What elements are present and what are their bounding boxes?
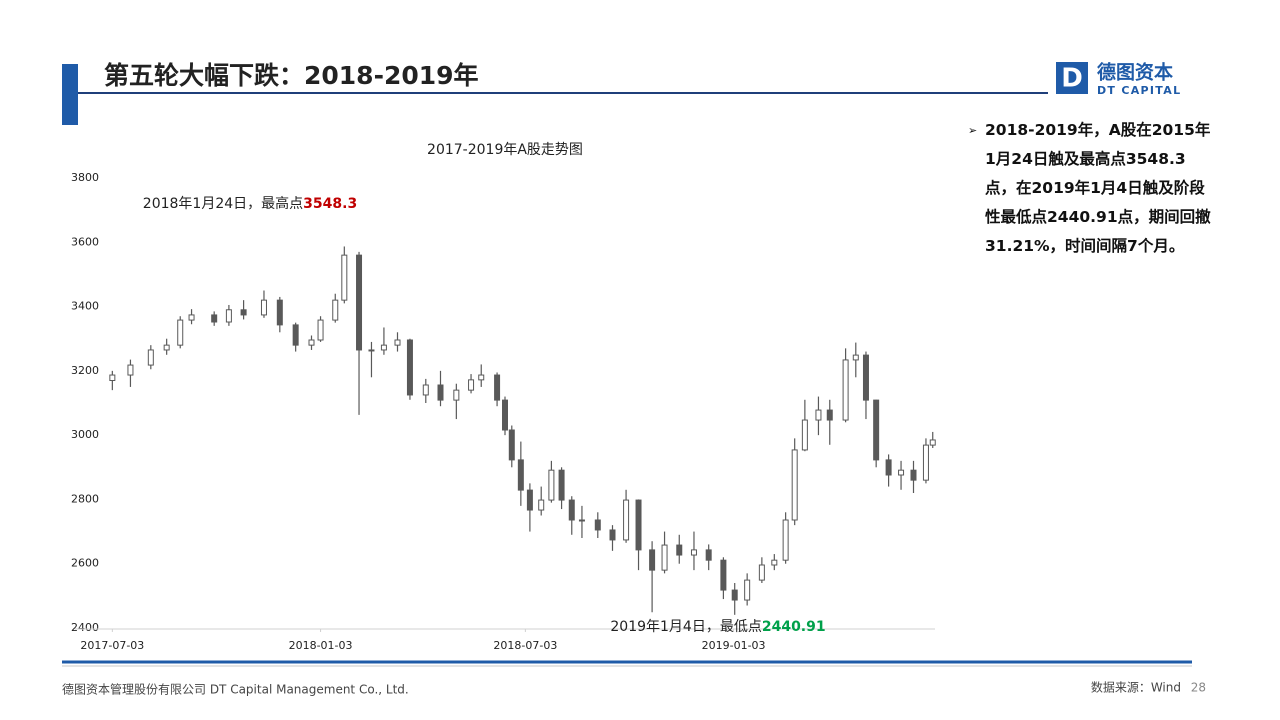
candle-body (240, 309, 247, 316)
annotation-value: 2440.91 (762, 619, 826, 635)
candle-body (406, 339, 413, 396)
candle-body (744, 579, 751, 601)
candle-body (791, 449, 798, 521)
y-tick-label: 2800 (71, 492, 99, 505)
candle-body (862, 354, 869, 401)
y-tick-label: 3600 (71, 235, 99, 248)
candle-body (437, 384, 444, 401)
candle-body (225, 309, 232, 323)
candle-body (558, 469, 565, 501)
candle-body (815, 409, 822, 421)
candle-body (929, 439, 936, 446)
x-tick-label: 2018-07-03 (493, 639, 557, 652)
y-tick-label: 3800 (71, 171, 99, 184)
candle-body (538, 499, 545, 511)
candle-body (188, 314, 195, 321)
footer-source: 数据来源：Wind (1091, 680, 1181, 695)
candle-body (394, 339, 401, 346)
candle-body (594, 519, 601, 531)
logo-en: DT CAPITAL (1097, 84, 1181, 97)
candle-body (826, 409, 833, 421)
candle-body (676, 544, 683, 556)
candle-body (568, 499, 575, 521)
annotation-text: 2019年1月4日，最低点 (610, 619, 761, 635)
title-accent (62, 64, 78, 125)
candle-body (380, 344, 387, 351)
candle-body (758, 564, 765, 581)
candle-body (649, 549, 656, 571)
x-tick-label: 2017-07-03 (80, 639, 144, 652)
annotation: 2018年1月24日，最高点3548.3 (143, 195, 357, 212)
bullet-text: 2018-2019年，A股在2015年1月24日触及最高点3548.3点，在20… (968, 116, 1213, 261)
annotation: 2019年1月4日，最低点2440.91 (610, 619, 825, 635)
candle-body (356, 254, 363, 351)
candle-body (910, 469, 917, 481)
candle-body (109, 374, 116, 381)
annotation-value: 3548.3 (303, 196, 357, 212)
candle-body (317, 319, 324, 341)
candle-body (609, 529, 616, 541)
candle-body (260, 299, 267, 316)
candle-body (705, 549, 712, 561)
candle-body (771, 559, 778, 566)
candle-body (368, 349, 375, 352)
candle-body (885, 459, 892, 476)
y-tick-label: 3000 (71, 428, 99, 441)
slide-title: 第五轮大幅下跌：2018-2019年 (104, 61, 479, 90)
y-tick-label: 2400 (71, 621, 99, 634)
x-tick-label: 2018-01-03 (289, 639, 353, 652)
candle-body (453, 389, 460, 401)
candle-body (422, 384, 429, 396)
candle-body (623, 499, 630, 541)
y-tick-label: 2600 (71, 557, 99, 570)
candle-body (801, 419, 808, 451)
chart-title: 2017-2019年A股走势图 (427, 142, 583, 158)
candle-body (526, 489, 533, 511)
y-tick-label: 3400 (71, 300, 99, 313)
footer-company: 德图资本管理股份有限公司 DT Capital Management Co., … (62, 682, 409, 697)
candle-body (508, 429, 515, 461)
candle-body (332, 299, 339, 321)
y-tick-label: 3200 (71, 364, 99, 377)
logo-letter: D (1061, 64, 1083, 94)
candle-body (308, 339, 315, 346)
candle-body (163, 344, 170, 351)
page-number: 28 (1191, 681, 1206, 695)
candle-body (177, 319, 184, 346)
candle-body (690, 549, 697, 556)
candle-body (731, 589, 738, 601)
candle-body (548, 469, 555, 501)
candle-body (494, 374, 501, 401)
logo-icon (1056, 62, 1088, 94)
candle-body (468, 379, 475, 391)
candle-body (842, 359, 849, 421)
x-tick-label: 2019-01-03 (702, 639, 766, 652)
candle-body (147, 349, 154, 366)
candle-body (720, 559, 727, 591)
candle-body (478, 374, 485, 381)
annotation-text: 2018年1月24日，最高点 (143, 195, 303, 212)
candle-body (341, 254, 348, 301)
candle-body (211, 314, 218, 323)
candle-body (898, 469, 905, 476)
candle-body (578, 519, 585, 522)
candle-body (276, 299, 283, 326)
candle-body (922, 444, 929, 481)
logo-cn: 德图资本 (1097, 61, 1173, 84)
candle-body (873, 399, 880, 461)
candle-body (502, 399, 508, 431)
candle-body (661, 544, 668, 571)
candle-body (782, 519, 789, 561)
candle-body (292, 324, 299, 346)
candle-body (517, 459, 524, 491)
candle-body (635, 499, 642, 551)
candle-body (127, 364, 134, 376)
candle-body (852, 354, 859, 361)
